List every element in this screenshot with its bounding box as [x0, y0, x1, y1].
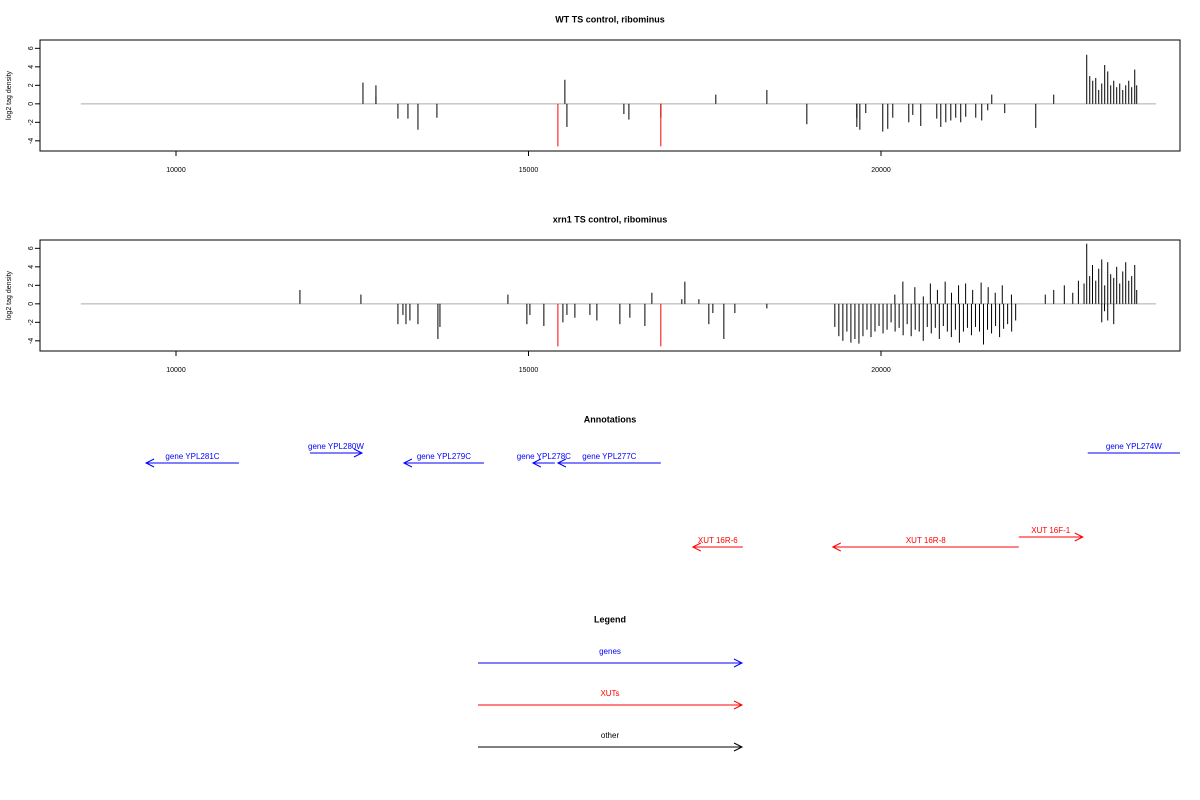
y-tick-label: 4: [28, 65, 35, 69]
y-tick-label: 0: [28, 102, 35, 106]
y-tick-label: 4: [28, 265, 35, 269]
arrow-head: [1183, 449, 1191, 457]
arrow-head: [831, 542, 842, 552]
arrow-head: [556, 458, 567, 468]
chart-title: WT TS control, ribominus: [555, 14, 665, 24]
y-tick-label: -4: [28, 338, 35, 344]
arrow-head: [733, 700, 744, 710]
arrow-head: [691, 542, 702, 552]
feature-label: gene YPL278C: [517, 452, 571, 461]
arrow-head: [1074, 532, 1084, 542]
y-axis-label: log2 tag density: [6, 270, 13, 320]
legend-label: other: [601, 731, 620, 740]
legend-arrow: [478, 700, 744, 710]
x-tick-label: 10000: [166, 367, 186, 374]
y-tick-label: 6: [28, 46, 35, 50]
feature-arrow: [144, 458, 239, 468]
feature-arrow: [831, 542, 1019, 552]
plot-frame: [39, 39, 1181, 152]
feature-label: XUT 16F-1: [1031, 526, 1071, 535]
y-axis-label: log2 tag density: [6, 70, 13, 120]
legend-arrow: [478, 658, 744, 668]
feature-arrow: [691, 542, 743, 552]
feature-arrow: [1018, 532, 1084, 542]
legend-label: XUTs: [600, 689, 619, 698]
y-tick-label: 2: [28, 283, 35, 287]
legend-label: genes: [599, 647, 621, 656]
legend-title: Legend: [594, 614, 626, 624]
arrow-head: [733, 658, 744, 668]
annotations-title: Annotations: [584, 414, 637, 424]
legend-arrow: [478, 742, 744, 752]
y-tick-label: -4: [28, 138, 35, 144]
feature-arrow: [1087, 449, 1191, 457]
annotation-track: [144, 448, 1191, 552]
x-tick-label: 10000: [166, 167, 186, 174]
y-tick-label: 6: [28, 246, 35, 250]
plot-frame: [39, 239, 1181, 352]
feature-arrow: [531, 458, 555, 468]
arrow-head: [531, 458, 542, 468]
feature-arrow: [402, 458, 484, 468]
y-tick-label: -2: [28, 319, 35, 325]
y-tick-label: 2: [28, 83, 35, 87]
feature-label: XUT 16R-6: [698, 536, 738, 545]
y-tick-label: -2: [28, 119, 35, 125]
feature-label: gene YPL280W: [308, 442, 364, 451]
arrow-head: [402, 458, 413, 468]
y-tick-label: 0: [28, 302, 35, 306]
arrow-head: [144, 458, 155, 468]
feature-label: gene YPL277C: [582, 452, 636, 461]
x-tick-label: 15000: [519, 367, 539, 374]
feature-label: XUT 16R-8: [906, 536, 946, 545]
x-tick-label: 20000: [871, 367, 891, 374]
feature-arrow: [309, 448, 364, 458]
x-tick-label: 20000: [871, 167, 891, 174]
feature-arrow: [556, 458, 661, 468]
arrow-head: [733, 742, 744, 752]
chart-title: xrn1 TS control, ribominus: [553, 214, 668, 224]
feature-label: gene YPL281C: [165, 452, 219, 461]
feature-label: gene YPL279C: [417, 452, 471, 461]
x-tick-label: 15000: [519, 167, 539, 174]
feature-label: gene YPL274W: [1106, 442, 1162, 451]
arrow-head: [353, 448, 364, 458]
